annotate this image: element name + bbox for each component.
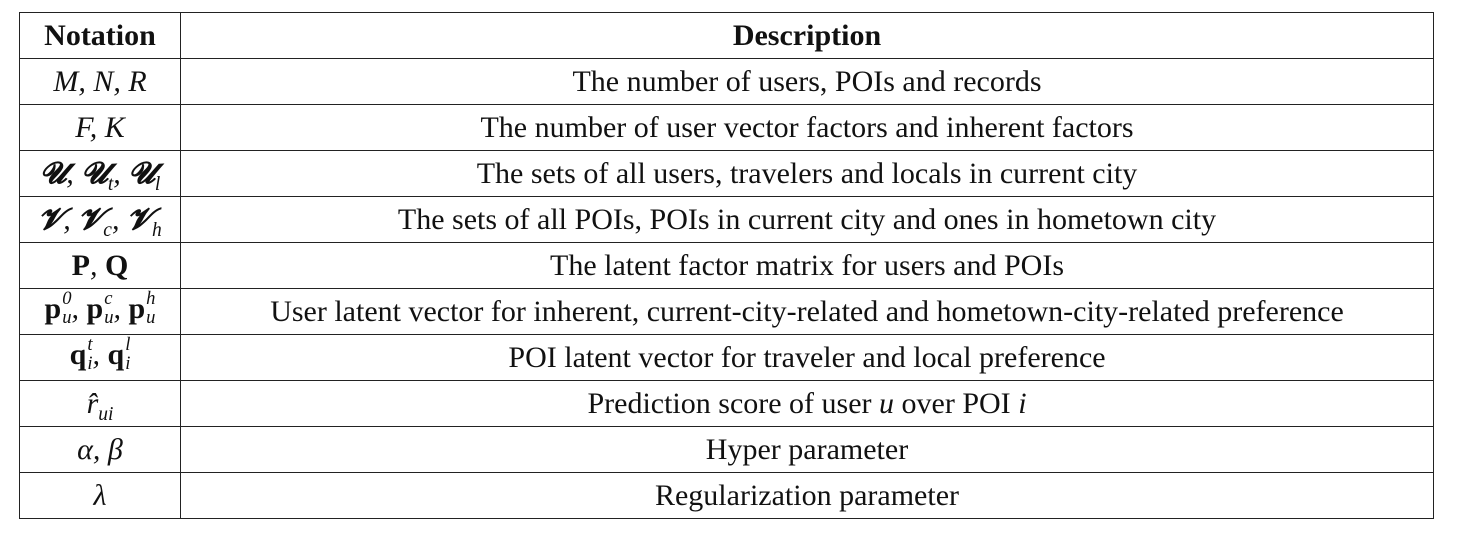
description-cell: POI latent vector for traveler and local… bbox=[180, 334, 1434, 381]
table-row: α, β Hyper parameter bbox=[19, 426, 1434, 473]
description-cell: User latent vector for inherent, current… bbox=[180, 288, 1434, 335]
notation-cell: r̂ui bbox=[19, 380, 181, 427]
notation-symbol: F, K bbox=[75, 110, 125, 144]
table-row: M, N, R The number of users, POIs and re… bbox=[19, 58, 1434, 105]
header-description: Description bbox=[180, 12, 1434, 59]
table-row: F, K The number of user vector factors a… bbox=[19, 104, 1434, 151]
table-row: 𝓥, 𝓥c, 𝓥h The sets of all POIs, POIs in … bbox=[19, 196, 1434, 243]
description-cell: The sets of all POIs, POIs in current ci… bbox=[180, 196, 1434, 243]
description-cell: The number of users, POIs and records bbox=[180, 58, 1434, 105]
notation-cell: α, β bbox=[19, 426, 181, 473]
header-row: Notation Description bbox=[19, 12, 1434, 59]
notation-cell: 𝓤, 𝓤t, 𝓤l bbox=[19, 150, 181, 197]
header-notation: Notation bbox=[19, 12, 181, 59]
notation-cell: P, Q bbox=[19, 242, 181, 289]
notation-symbol: λ bbox=[93, 478, 107, 512]
description-cell: The number of user vector factors and in… bbox=[180, 104, 1434, 151]
notation-symbol: 𝓥, 𝓥c, 𝓥h bbox=[38, 202, 162, 241]
notation-table: Notation Description M, N, R The number … bbox=[19, 12, 1434, 519]
notation-symbol: r̂ui bbox=[86, 386, 114, 425]
notation-symbol: P, Q bbox=[71, 248, 129, 282]
notation-cell: λ bbox=[19, 472, 181, 519]
description-cell: The latent factor matrix for users and P… bbox=[180, 242, 1434, 289]
table-row: r̂ui Prediction score of user u over POI… bbox=[19, 380, 1434, 427]
notation-symbol: 𝓤, 𝓤t, 𝓤l bbox=[39, 156, 161, 195]
description-cell: Hyper parameter bbox=[180, 426, 1434, 473]
description-cell: Regularization parameter bbox=[180, 472, 1434, 519]
description-cell: Prediction score of user u over POI i bbox=[180, 380, 1434, 427]
notation-symbol: M, N, R bbox=[53, 64, 147, 98]
notation-symbol: α, β bbox=[77, 432, 123, 466]
description-cell: The sets of all users, travelers and loc… bbox=[180, 150, 1434, 197]
notation-cell: F, K bbox=[19, 104, 181, 151]
table-row: 𝓤, 𝓤t, 𝓤l The sets of all users, travele… bbox=[19, 150, 1434, 197]
table-row: P, Q The latent factor matrix for users … bbox=[19, 242, 1434, 289]
table-row: λ Regularization parameter bbox=[19, 472, 1434, 519]
notation-cell: M, N, R bbox=[19, 58, 181, 105]
notation-cell: 𝓥, 𝓥c, 𝓥h bbox=[19, 196, 181, 243]
